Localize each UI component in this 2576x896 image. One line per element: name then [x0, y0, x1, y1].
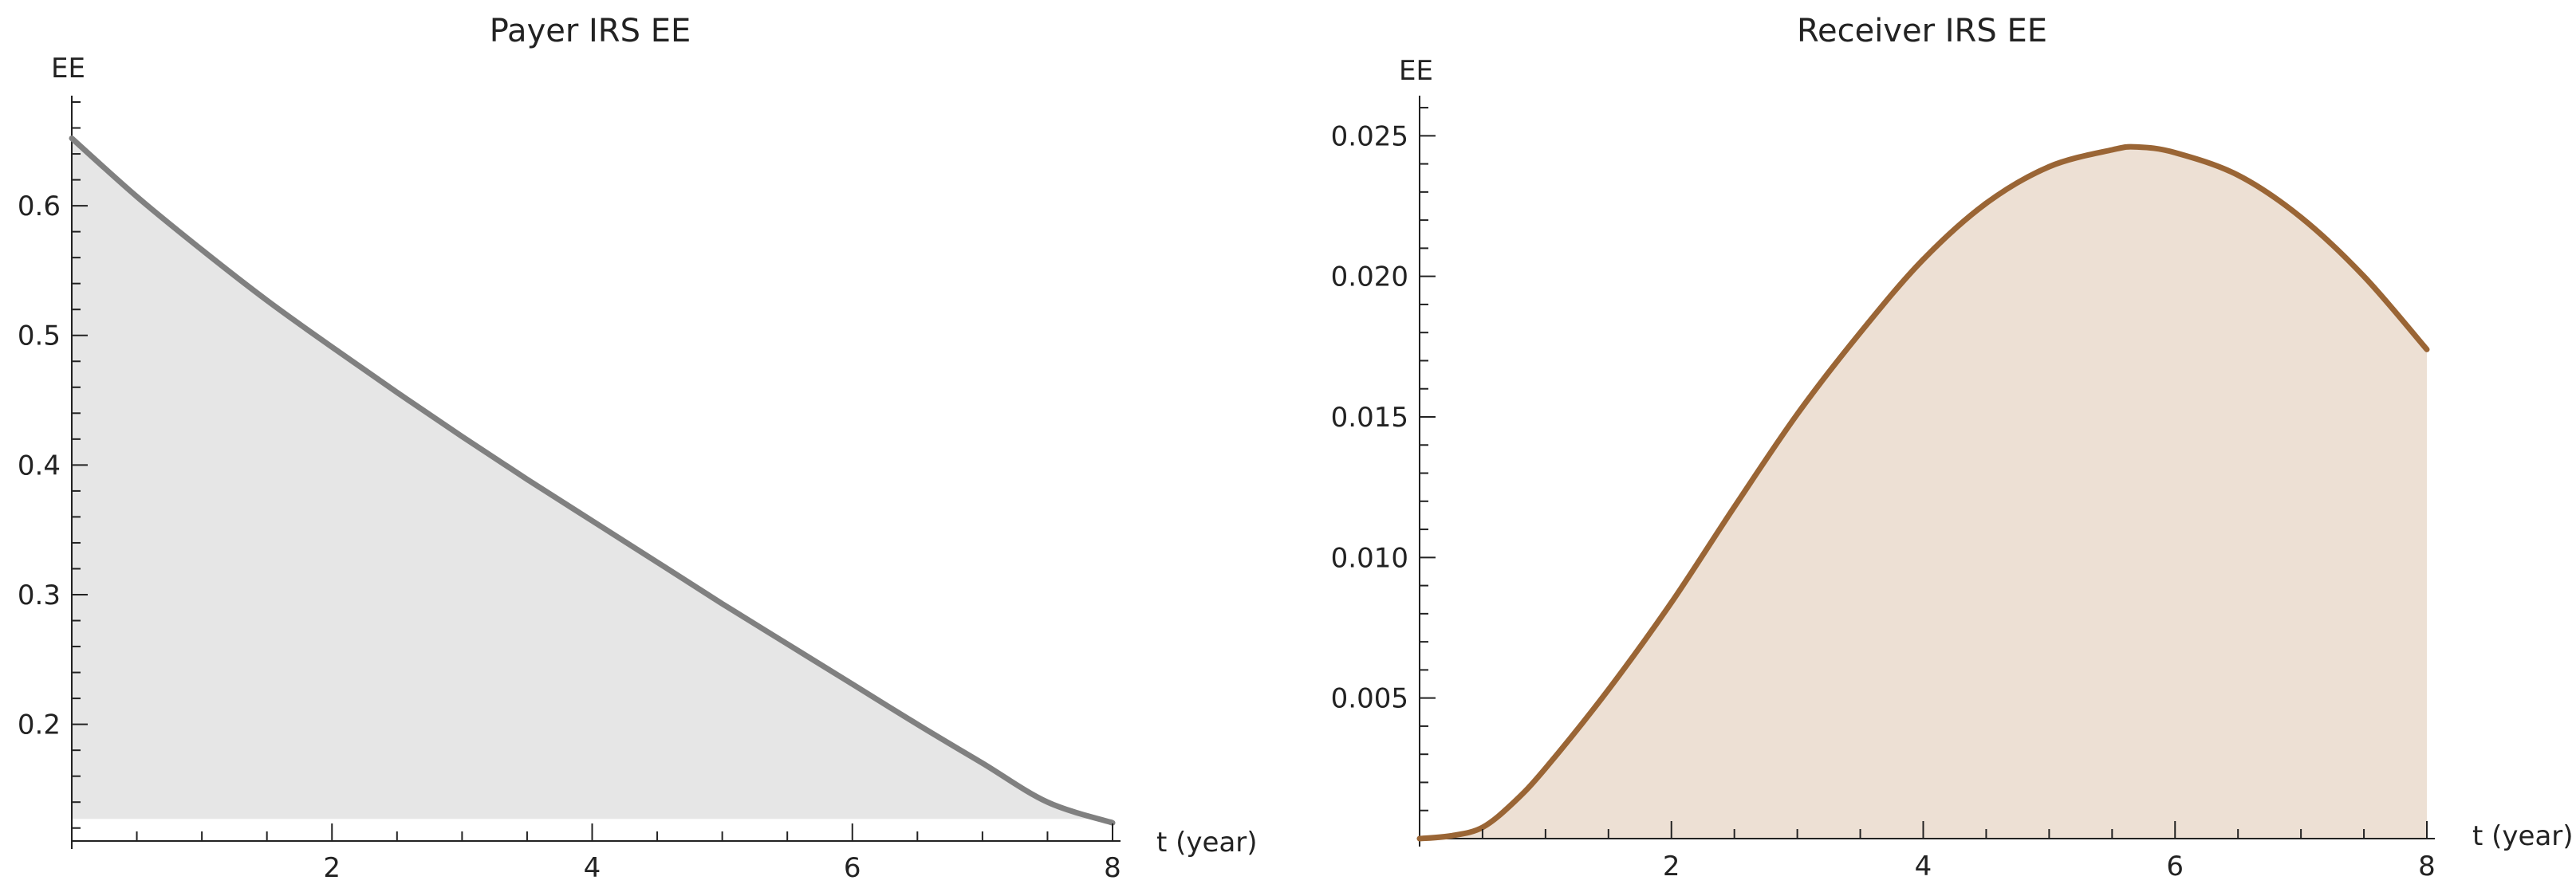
y-tick-label: 0.010: [1331, 542, 1408, 574]
y-tick-label: 0.015: [1331, 402, 1408, 434]
x-tick-label: 2: [1663, 851, 1680, 882]
series-area-fill: [1420, 147, 2427, 839]
x-axis-label: t (year): [1156, 827, 1258, 859]
chart-title: Receiver IRS EE: [1797, 13, 2047, 49]
chart-title: Payer IRS EE: [490, 13, 691, 49]
x-tick-label: 6: [2166, 851, 2184, 882]
y-tick-label: 0.6: [18, 191, 61, 222]
y-tick-label: 0.2: [18, 709, 61, 741]
payer-irs-chart: Payer IRS EE EE t (year) 2 4 6 8 0.2 0.3 0.4 0.…: [18, 13, 1258, 884]
series-line: [69, 136, 1116, 826]
y-tick-label: 0.020: [1331, 261, 1408, 293]
x-tick-label: 4: [1915, 851, 1932, 882]
y-tick-label: 0.005: [1331, 683, 1408, 715]
x-tick-label: 6: [844, 852, 861, 884]
y-tick-label: 0.5: [18, 320, 61, 352]
y-tick-label: 0.3: [18, 580, 61, 611]
x-axis-label: t (year): [2472, 820, 2574, 852]
series-line: [1416, 143, 2430, 842]
receiver-irs-chart: Receiver IRS EE EE t (year) 2 4 6 8 0.005 0.0…: [1331, 13, 2574, 882]
series-area-fill: [72, 138, 1113, 823]
y-tick-label: 0.4: [18, 450, 61, 481]
x-tick-label: 4: [584, 852, 601, 884]
x-tick-label: 8: [1104, 852, 1121, 884]
y-axis-label: EE: [1399, 55, 1433, 87]
y-tick-label: 0.025: [1331, 120, 1408, 152]
x-tick-label: 8: [2418, 851, 2436, 882]
x-tick-label: 2: [323, 852, 341, 884]
y-axis-label: EE: [51, 53, 85, 84]
